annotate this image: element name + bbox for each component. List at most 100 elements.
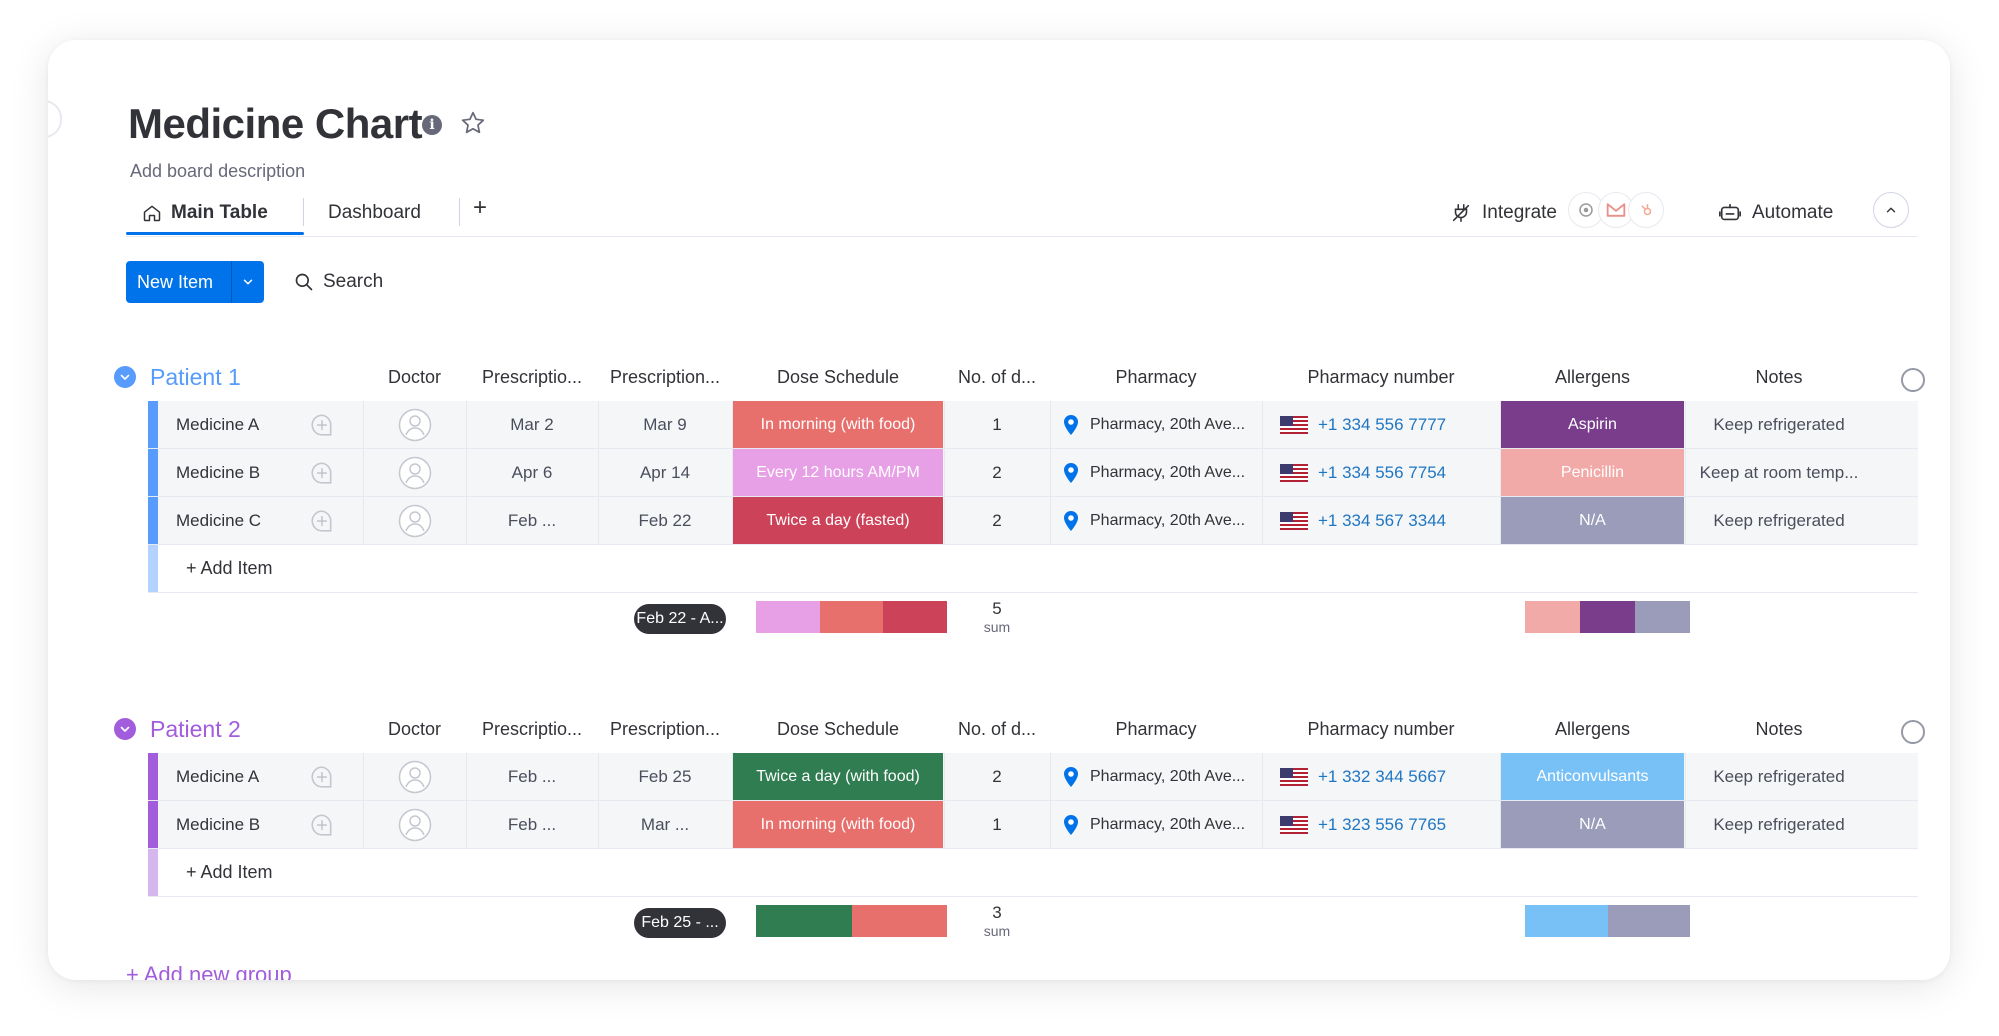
prescription-start[interactable]: Mar 2 (510, 414, 554, 434)
pharmacy-phone[interactable]: +1 334 556 7777 (1318, 414, 1447, 434)
timeline-summary[interactable]: Feb 25 - ... (634, 908, 726, 938)
column-header[interactable]: Allergens (1554, 367, 1631, 387)
phone-cell[interactable]: +1 323 556 7765 (1262, 801, 1518, 848)
pharmacy-cell[interactable]: Pharmacy, 20th Ave... (1050, 401, 1274, 448)
person-icon[interactable] (363, 497, 466, 544)
pharmacy-cell[interactable]: Pharmacy, 20th Ave... (1050, 801, 1274, 848)
timeline-summary[interactable]: Feb 22 - A... (634, 604, 726, 634)
group-title[interactable]: Patient 2 (150, 715, 241, 742)
add-group-button[interactable]: + Add new group (126, 962, 292, 980)
pharmacy-cell[interactable]: Pharmacy, 20th Ave... (1050, 497, 1274, 544)
person-icon[interactable] (363, 753, 466, 800)
column-header[interactable]: Pharmacy number (1307, 367, 1455, 387)
phone-cell[interactable]: +1 334 567 3344 (1262, 497, 1518, 544)
add-view-button[interactable]: + (473, 194, 488, 221)
prescription-start[interactable]: Feb ... (507, 814, 557, 834)
allergen-summary[interactable] (1525, 905, 1690, 937)
add-item-row[interactable]: + Add Item (148, 849, 1918, 897)
prescription-start[interactable]: Feb ... (507, 766, 557, 786)
notes-cell[interactable]: Keep refrigerated (1713, 766, 1845, 786)
dose-schedule-summary[interactable] (756, 905, 947, 937)
add-item-label[interactable]: + Add Item (186, 862, 273, 882)
add-item-row[interactable]: + Add Item (148, 545, 1918, 593)
item-name[interactable]: Medicine B (176, 814, 261, 834)
pharmacy-phone[interactable]: +1 323 556 7765 (1318, 814, 1447, 834)
tab-main-table[interactable]: Main Table (142, 197, 268, 229)
info-icon[interactable]: i (422, 115, 442, 135)
allergen-status[interactable]: N/A (1501, 801, 1684, 848)
group-header[interactable]: Patient 2 (114, 714, 241, 744)
column-header[interactable]: No. of d... (957, 367, 1037, 387)
column-header[interactable]: Notes (1755, 367, 1803, 387)
phone-cell[interactable]: +1 334 556 7777 (1262, 401, 1518, 448)
chevron-down-icon[interactable] (114, 718, 136, 740)
sidebar-toggle[interactable] (48, 100, 62, 138)
column-header[interactable]: Notes (1755, 719, 1803, 739)
item-name[interactable]: Medicine A (176, 766, 260, 786)
column-header[interactable]: Prescription... (609, 719, 721, 739)
prescription-start[interactable]: Apr 6 (511, 462, 553, 482)
dose-schedule-status[interactable]: In morning (with food) (733, 801, 943, 848)
allergen-summary[interactable] (1525, 601, 1690, 633)
prescription-end[interactable]: Mar ... (640, 814, 690, 834)
table-row[interactable]: Medicine C Feb ... Feb 22 Twice a day (fast… (148, 497, 1918, 545)
pharmacy-phone[interactable]: +1 334 556 7754 (1318, 462, 1447, 482)
add-update-icon[interactable] (300, 497, 344, 544)
dose-schedule-summary[interactable] (756, 601, 947, 633)
pharmacy-phone[interactable]: +1 334 567 3344 (1318, 510, 1447, 530)
add-update-icon[interactable] (300, 449, 344, 496)
allergen-status[interactable]: Penicillin (1501, 449, 1684, 496)
column-header[interactable]: Doctor (387, 719, 441, 739)
phone-cell[interactable]: +1 332 344 5667 (1262, 753, 1518, 800)
tab-dashboard[interactable]: Dashboard (328, 197, 421, 229)
table-row[interactable]: Medicine B Feb ... Mar ... In morning (with… (148, 801, 1918, 849)
add-column-icon[interactable] (1901, 720, 1925, 744)
column-header[interactable]: Pharmacy (1115, 367, 1197, 387)
table-row[interactable]: Medicine A Feb ... Feb 25 Twice a day (with… (148, 753, 1918, 801)
notes-cell[interactable]: Keep refrigerated (1713, 414, 1845, 434)
column-header[interactable]: Pharmacy (1115, 719, 1197, 739)
allergen-status[interactable]: Anticonvulsants (1501, 753, 1684, 800)
column-header[interactable]: No. of d... (957, 719, 1037, 739)
column-header[interactable]: Allergens (1554, 719, 1631, 739)
board-description[interactable]: Add board description (130, 161, 306, 181)
notes-cell[interactable]: Keep refrigerated (1713, 510, 1845, 530)
person-icon[interactable] (363, 401, 466, 448)
column-header[interactable]: Prescription... (609, 367, 721, 387)
add-update-icon[interactable] (300, 801, 344, 848)
column-header[interactable]: Prescriptio... (481, 719, 583, 739)
days-count[interactable]: 1 (992, 814, 1002, 834)
board-title[interactable]: Medicine Chart (128, 100, 423, 147)
group-title[interactable]: Patient 1 (150, 363, 241, 390)
integrate-button[interactable]: Integrate (1450, 197, 1557, 229)
days-count[interactable]: 1 (992, 414, 1002, 434)
collapse-header-button[interactable] (1873, 192, 1909, 228)
person-icon[interactable] (363, 449, 466, 496)
add-update-icon[interactable] (300, 401, 344, 448)
column-header[interactable]: Doctor (387, 367, 441, 387)
dose-schedule-status[interactable]: Every 12 hours AM/PM (733, 449, 943, 496)
notes-cell[interactable]: Keep at room temp... (1699, 462, 1859, 482)
dose-schedule-status[interactable]: Twice a day (with food) (733, 753, 943, 800)
days-count[interactable]: 2 (992, 766, 1002, 786)
prescription-start[interactable]: Feb ... (507, 510, 557, 530)
item-name[interactable]: Medicine A (176, 414, 260, 434)
integration-badges[interactable] (1568, 192, 1664, 228)
add-item-label[interactable]: + Add Item (186, 558, 273, 578)
allergen-status[interactable]: N/A (1501, 497, 1684, 544)
pharmacy-cell[interactable]: Pharmacy, 20th Ave... (1050, 449, 1274, 496)
group-header[interactable]: Patient 1 (114, 362, 241, 392)
pharmacy-cell[interactable]: Pharmacy, 20th Ave... (1050, 753, 1274, 800)
automate-button[interactable]: Automate (1718, 197, 1833, 229)
new-item-dropdown[interactable] (232, 275, 264, 289)
table-row[interactable]: Medicine A Mar 2 Mar 9 In morning (with foo… (148, 401, 1918, 449)
person-icon[interactable] (363, 801, 466, 848)
days-count[interactable]: 2 (992, 462, 1002, 482)
star-icon[interactable] (460, 110, 486, 141)
table-row[interactable]: Medicine B Apr 6 Apr 14 Every 12 hours AM/P… (148, 449, 1918, 497)
dose-schedule-status[interactable]: In morning (with food) (733, 401, 943, 448)
column-header[interactable]: Prescriptio... (481, 367, 583, 387)
chevron-down-icon[interactable] (114, 366, 136, 388)
allergen-status[interactable]: Aspirin (1501, 401, 1684, 448)
prescription-end[interactable]: Feb 22 (638, 510, 692, 530)
